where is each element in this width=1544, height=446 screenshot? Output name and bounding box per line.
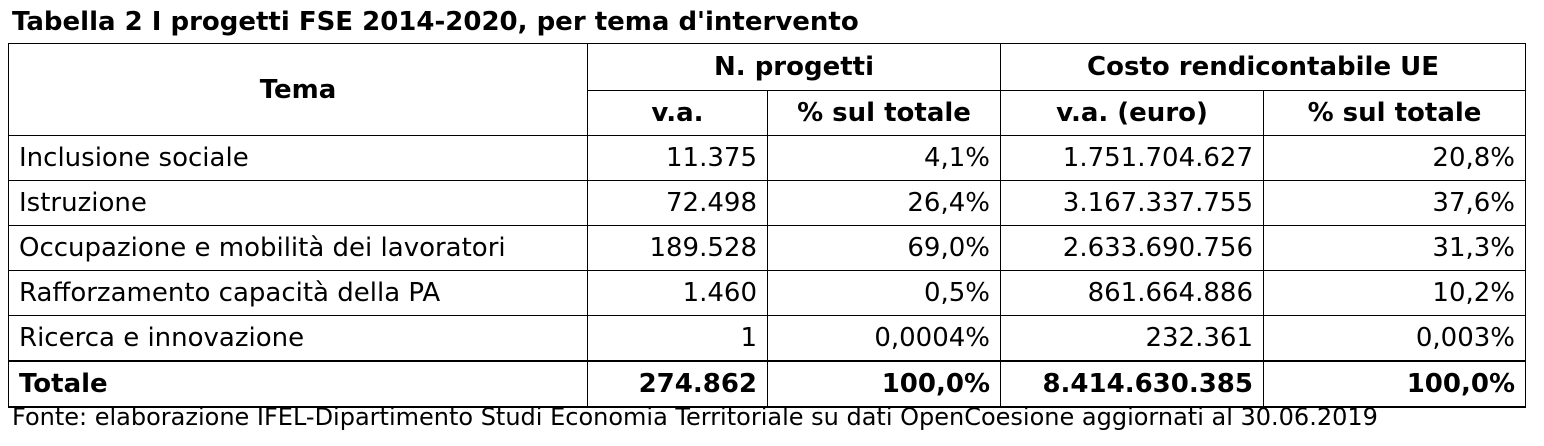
cell-costo: 2.633.690.756: [1000, 225, 1264, 271]
cell-tema: Inclusione sociale: [8, 135, 588, 181]
cell-costo-pct: 20,8%: [1262, 135, 1527, 181]
cell-costo: 232.361: [1000, 315, 1264, 361]
table-row: Istruzione 72.498 26,4% 3.167.337.755 37…: [8, 180, 1527, 226]
cell-total-costo-pct: 100,0%: [1262, 360, 1527, 408]
cell-tema: Rafforzamento capacità della PA: [8, 270, 588, 316]
cell-costo: 1.751.704.627: [1000, 135, 1264, 181]
cell-costo-pct: 31,3%: [1262, 225, 1527, 271]
header-tema: Tema: [8, 43, 588, 136]
cell-n-pct: 0,0004%: [767, 315, 1001, 361]
cell-n-pct: 4,1%: [767, 135, 1001, 181]
projects-table: Tema N. progetti Costo rendicontabile UE…: [8, 43, 1527, 408]
cell-tema: Occupazione e mobilità dei lavoratori: [8, 225, 588, 271]
cell-costo-pct: 10,2%: [1262, 270, 1527, 316]
cell-tema: Ricerca e innovazione: [8, 315, 588, 361]
header-col-pct-progetti: % sul totale: [767, 90, 1001, 136]
source-note: Fonte: elaborazione IFEL-Dipartimento St…: [12, 403, 1378, 431]
cell-costo: 861.664.886: [1000, 270, 1264, 316]
cell-costo-pct: 0,003%: [1262, 315, 1527, 361]
header-group-costo: Costo rendicontabile UE: [999, 43, 1527, 91]
table-row: Rafforzamento capacità della PA 1.460 0,…: [8, 270, 1527, 316]
cell-costo-pct: 37,6%: [1262, 180, 1527, 226]
header-row-groups: Tema N. progetti Costo rendicontabile UE: [8, 43, 1527, 136]
cell-n-progetti: 1: [587, 315, 768, 361]
header-col-va-euro: v.a. (euro): [1000, 90, 1264, 136]
cell-total-n-pct: 100,0%: [767, 360, 1001, 408]
cell-tema: Istruzione: [8, 180, 588, 226]
cell-total-costo: 8.414.630.385: [1000, 360, 1264, 408]
total-row: Totale 274.862 100,0% 8.414.630.385 100,…: [8, 360, 1527, 408]
cell-total-n: 274.862: [587, 360, 768, 408]
cell-n-progetti: 189.528: [587, 225, 768, 271]
table-row: Inclusione sociale 11.375 4,1% 1.751.704…: [8, 135, 1527, 181]
table-title: Tabella 2 I progetti FSE 2014-2020, per …: [12, 7, 859, 37]
header-group-progetti: N. progetti: [587, 43, 1001, 91]
cell-costo: 3.167.337.755: [1000, 180, 1264, 226]
table-row: Ricerca e innovazione 1 0,0004% 232.361 …: [8, 315, 1527, 361]
cell-n-progetti: 1.460: [587, 270, 768, 316]
header-col-pct-costo: % sul totale: [1262, 90, 1527, 136]
table-row: Occupazione e mobilità dei lavoratori 18…: [8, 225, 1527, 271]
header-col-va: v.a.: [587, 90, 768, 136]
cell-n-pct: 0,5%: [767, 270, 1001, 316]
cell-total-label: Totale: [8, 360, 588, 408]
cell-n-pct: 69,0%: [767, 225, 1001, 271]
cell-n-pct: 26,4%: [767, 180, 1001, 226]
cell-n-progetti: 11.375: [587, 135, 768, 181]
header-row-columns: v.a. % sul totale v.a. (euro) % sul tota…: [9, 90, 1527, 136]
cell-n-progetti: 72.498: [587, 180, 768, 226]
